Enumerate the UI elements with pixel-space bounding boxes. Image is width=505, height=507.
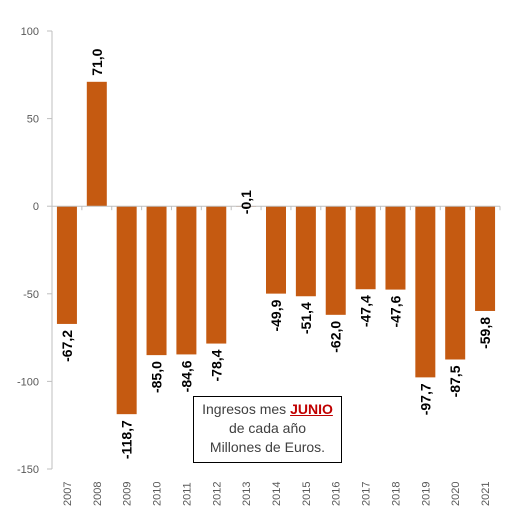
annotation-prefix: Ingresos mes	[202, 401, 291, 417]
x-tick-label: 2017	[361, 482, 373, 506]
data-label: 71,0	[89, 48, 105, 75]
bar	[295, 206, 316, 297]
x-tick-label: 2010	[152, 482, 164, 506]
bar	[475, 206, 496, 311]
data-label: -0,1	[238, 190, 254, 214]
x-tick-label: 2021	[480, 482, 492, 506]
bar	[355, 206, 376, 290]
x-tick-label: 2008	[92, 482, 104, 506]
data-label: -97,7	[417, 383, 433, 415]
y-tick-label: 100	[21, 26, 39, 38]
data-label: -67,2	[59, 330, 75, 362]
x-tick-label: 2018	[390, 482, 402, 506]
x-tick-label: 2014	[271, 482, 283, 506]
x-tick-label: 2009	[122, 482, 134, 506]
data-label: -78,4	[208, 349, 224, 381]
data-label: -62,0	[328, 321, 344, 353]
data-label: -118,7	[119, 420, 135, 459]
x-tick-label: 2015	[301, 482, 313, 506]
bar	[56, 206, 77, 324]
data-label: -51,4	[298, 302, 314, 334]
bar	[146, 206, 167, 356]
data-label: -47,6	[387, 295, 403, 327]
y-tick-label: -150	[17, 464, 39, 476]
data-label: -85,0	[149, 361, 165, 393]
bar	[325, 206, 346, 315]
x-tick-label: 2013	[241, 482, 253, 506]
y-tick-label: -50	[23, 289, 39, 301]
y-tick-label: -100	[17, 376, 39, 388]
annotation-line-1: Ingresos mes JUNIO	[194, 400, 341, 419]
x-tick-label: 2020	[450, 482, 462, 506]
x-tick-label: 2007	[62, 482, 74, 506]
x-tick-label: 2012	[211, 482, 223, 506]
x-tick-label: 2016	[331, 482, 343, 506]
bar	[206, 206, 227, 344]
x-tick-label: 2011	[181, 482, 193, 506]
bar	[176, 206, 197, 355]
x-tick-label: 2019	[420, 482, 432, 506]
y-tick-label: 50	[27, 114, 39, 126]
bar	[266, 206, 286, 294]
annotation-line-2: de cada año	[228, 420, 307, 436]
y-tick-label: 0	[33, 201, 39, 213]
bar	[86, 81, 107, 207]
bar	[415, 206, 436, 378]
data-label: -87,5	[447, 365, 463, 397]
bar	[445, 206, 466, 360]
annotation-highlight: JUNIO	[290, 401, 333, 417]
annotation-box: Ingresos mes JUNIO de cada año Millones …	[193, 396, 342, 463]
bar	[385, 206, 406, 290]
bar	[116, 206, 137, 415]
annotation-line-3: Millones de Euros.	[209, 439, 326, 455]
data-label: -59,8	[477, 317, 493, 349]
data-label: -47,4	[358, 295, 374, 327]
data-label: -49,9	[268, 299, 284, 331]
data-label: -84,6	[178, 360, 194, 392]
